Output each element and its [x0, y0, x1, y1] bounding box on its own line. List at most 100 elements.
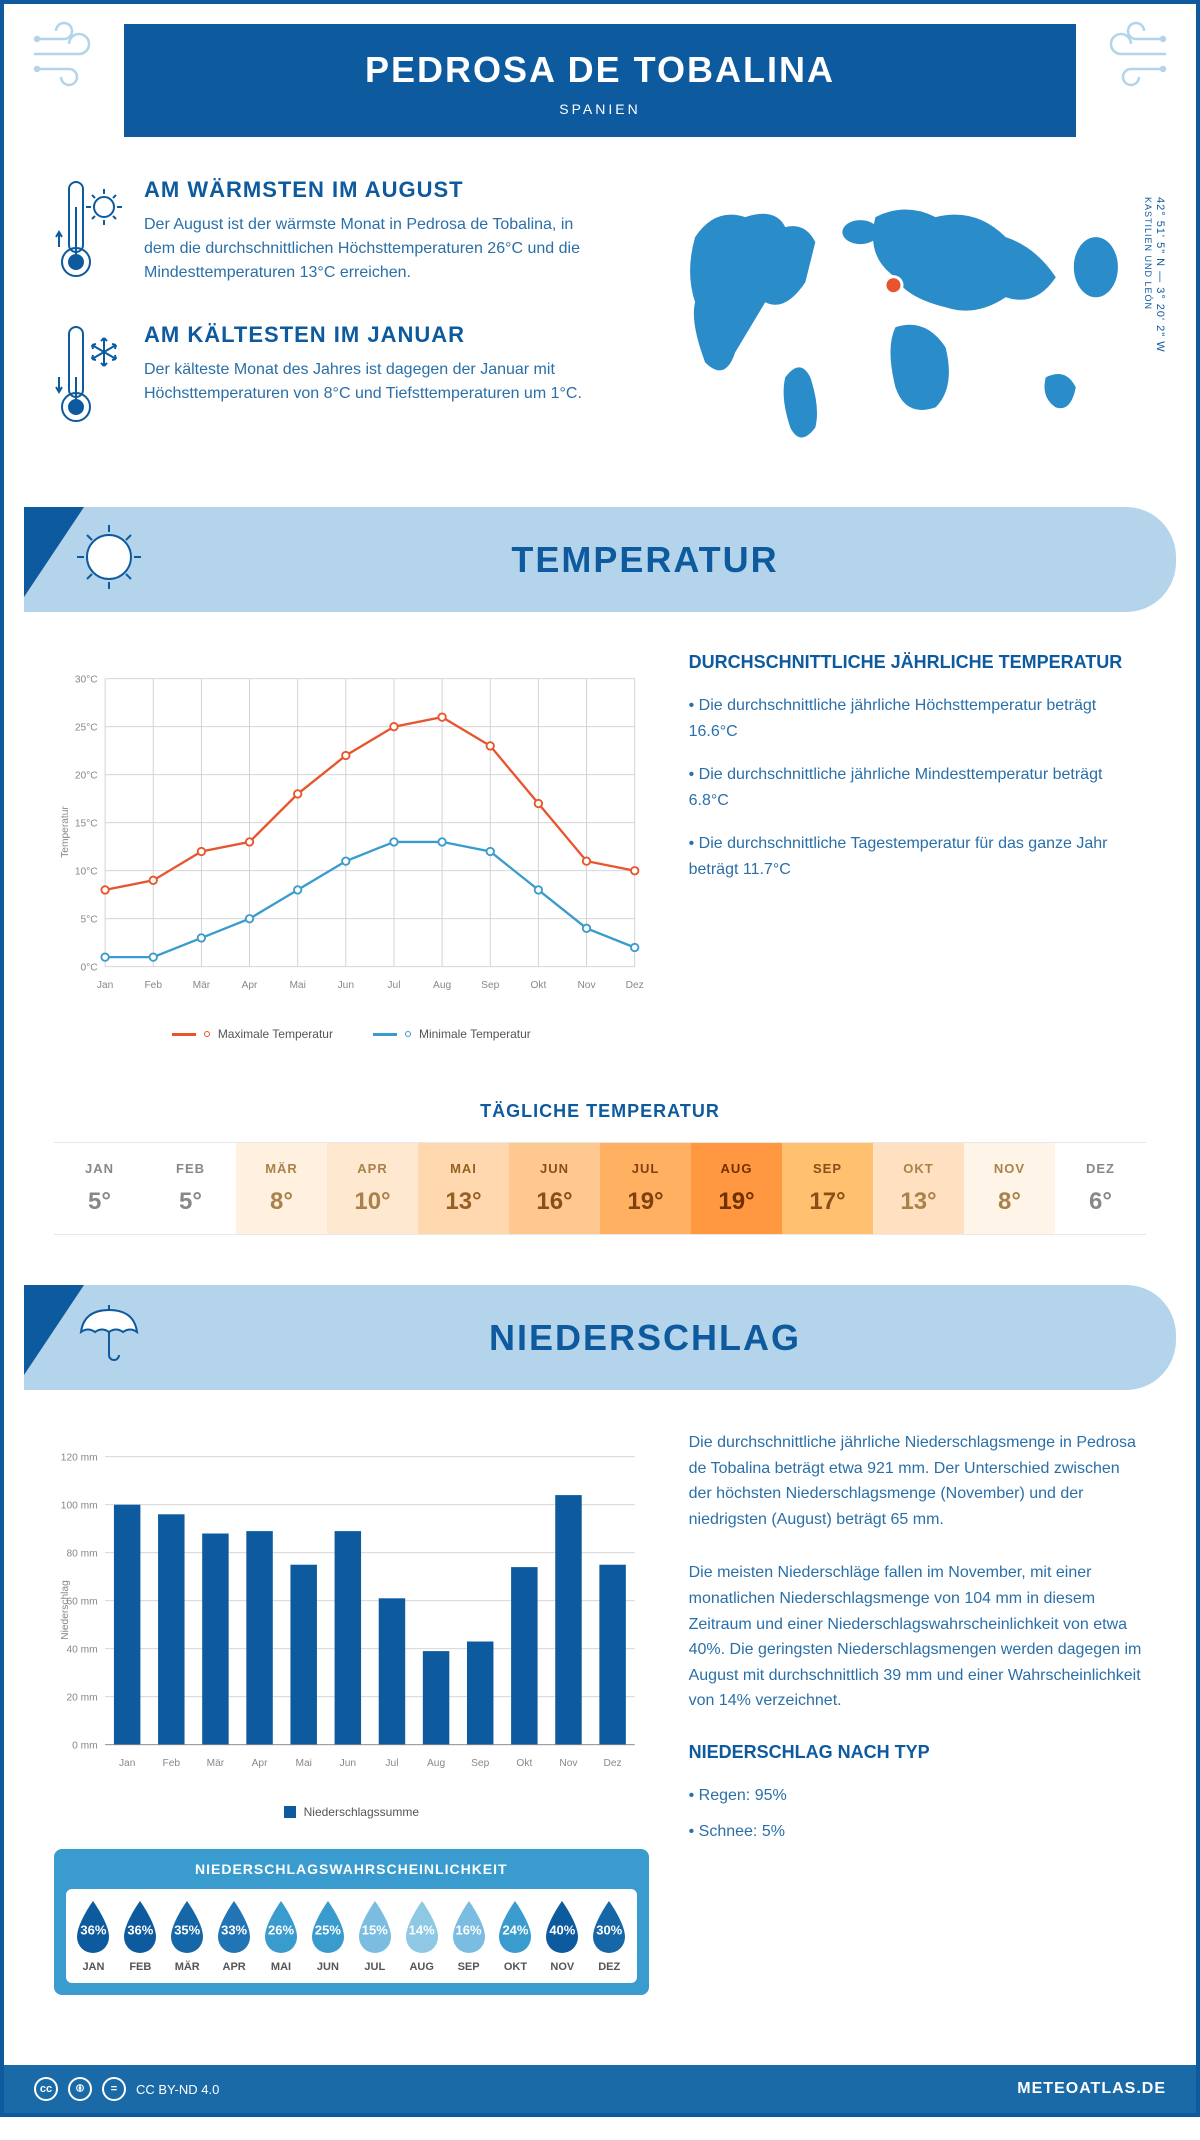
daily-temp-table: JAN5°FEB5°MÄR8°APR10°MAI13°JUN16°JUL19°A… [54, 1142, 1146, 1235]
precip-prob-drop: 25%JUN [305, 1899, 350, 1973]
daily-temp-cell: JUL19° [600, 1143, 691, 1234]
svg-text:20°C: 20°C [75, 770, 98, 781]
svg-text:Nov: Nov [577, 980, 596, 991]
daily-temp-cell: JUN16° [509, 1143, 600, 1234]
precip-type-title: NIEDERSCHLAG NACH TYP [689, 1742, 1146, 1763]
umbrella-icon [74, 1300, 144, 1375]
infographic-container: PEDROSA DE TOBALINA SPANIEN AM WÄRMSTEN … [0, 0, 1200, 2117]
precip-prob-drop: 35%MÄR [165, 1899, 210, 1973]
svg-text:0°C: 0°C [81, 962, 98, 973]
svg-text:Okt: Okt [516, 1758, 532, 1769]
svg-text:Mär: Mär [207, 1758, 225, 1769]
svg-text:120 mm: 120 mm [61, 1452, 98, 1463]
precip-prob-drop: 15%JUL [352, 1899, 397, 1973]
warmest-title: AM WÄRMSTEN IM AUGUST [144, 177, 605, 203]
avg-temp-item: Die durchschnittliche jährliche Höchstte… [689, 693, 1146, 744]
daily-temp-cell: JAN5° [54, 1143, 145, 1234]
precip-type-list: Regen: 95%Schnee: 5% [689, 1783, 1146, 1844]
svg-text:0 mm: 0 mm [72, 1740, 98, 1751]
precip-chart-legend: Niederschlagssumme [54, 1805, 649, 1819]
daily-temp-title: TÄGLICHE TEMPERATUR [24, 1101, 1176, 1122]
svg-text:Niederschlag: Niederschlag [60, 1580, 71, 1640]
coordinates: 42° 51' 5" N — 3° 20' 2" WKASTILIEN UND … [1142, 197, 1166, 353]
avg-temp-item: Die durchschnittliche Tagestemperatur fü… [689, 831, 1146, 882]
coldest-block: AM KÄLTESTEN IM JANUAR Der kälteste Mona… [54, 322, 605, 437]
warmest-text: Der August ist der wärmste Monat in Pedr… [144, 213, 605, 285]
warmest-block: AM WÄRMSTEN IM AUGUST Der August ist der… [54, 177, 605, 292]
svg-text:Aug: Aug [427, 1758, 445, 1769]
daily-temp-cell: MAI13° [418, 1143, 509, 1234]
page-title: PEDROSA DE TOBALINA [144, 49, 1056, 91]
avg-temp-list: Die durchschnittliche jährliche Höchstte… [689, 693, 1146, 883]
svg-text:10°C: 10°C [75, 866, 98, 877]
precipitation-section-header: NIEDERSCHLAG [24, 1285, 1176, 1390]
daily-temp-cell: APR10° [327, 1143, 418, 1234]
svg-text:Apr: Apr [242, 980, 258, 991]
svg-text:Sep: Sep [471, 1758, 489, 1769]
coldest-text: Der kälteste Monat des Jahres ist dagege… [144, 358, 605, 406]
svg-text:Jul: Jul [385, 1758, 398, 1769]
svg-text:60 mm: 60 mm [66, 1596, 97, 1607]
daily-temp-cell: AUG19° [691, 1143, 782, 1234]
world-map [645, 177, 1146, 458]
thermometer-hot-icon [54, 177, 124, 292]
precip-prob-row: 36%JAN36%FEB35%MÄR33%APR26%MAI25%JUN15%J… [66, 1889, 637, 1983]
svg-text:80 mm: 80 mm [66, 1548, 97, 1559]
svg-text:40 mm: 40 mm [66, 1644, 97, 1655]
sun-icon [74, 522, 144, 597]
svg-text:Jul: Jul [387, 980, 400, 991]
intro-section: AM WÄRMSTEN IM AUGUST Der August ist der… [24, 177, 1176, 507]
svg-text:Apr: Apr [252, 1758, 268, 1769]
svg-text:Aug: Aug [433, 980, 451, 991]
svg-text:Feb: Feb [162, 1758, 180, 1769]
temp-chart-legend: Maximale Temperatur Minimale Temperatur [54, 1027, 649, 1041]
nd-icon: = [102, 2077, 126, 2101]
daily-temp-cell: FEB5° [145, 1143, 236, 1234]
precip-prob-drop: 14%AUG [399, 1899, 444, 1973]
svg-text:100 mm: 100 mm [61, 1500, 98, 1511]
svg-text:Jan: Jan [119, 1758, 136, 1769]
svg-text:Dez: Dez [626, 980, 644, 991]
footer: cc 🅯 = CC BY-ND 4.0 METEOATLAS.DE [4, 2065, 1196, 2113]
precip-prob-drop: 24%OKT [493, 1899, 538, 1973]
daily-temp-cell: NOV8° [964, 1143, 1055, 1234]
precip-prob-drop: 26%MAI [259, 1899, 304, 1973]
svg-text:Jan: Jan [97, 980, 114, 991]
svg-text:20 mm: 20 mm [66, 1692, 97, 1703]
svg-text:25°C: 25°C [75, 722, 98, 733]
wind-icon-right [1086, 19, 1171, 94]
precip-prob-drop: 36%FEB [118, 1899, 163, 1973]
svg-text:30°C: 30°C [75, 674, 98, 685]
precip-type-item: Schnee: 5% [689, 1819, 1146, 1845]
precip-text-1: Die durchschnittliche jährliche Niedersc… [689, 1430, 1146, 1532]
country-label: SPANIEN [144, 101, 1056, 117]
svg-text:Okt: Okt [530, 980, 546, 991]
precipitation-title: NIEDERSCHLAG [144, 1317, 1146, 1359]
svg-text:Jun: Jun [340, 1758, 357, 1769]
svg-text:Jun: Jun [338, 980, 355, 991]
cc-icon: cc [34, 2077, 58, 2101]
avg-temp-item: Die durchschnittliche jährliche Mindestt… [689, 762, 1146, 813]
coldest-title: AM KÄLTESTEN IM JANUAR [144, 322, 605, 348]
avg-temp-title: DURCHSCHNITTLICHE JÄHRLICHE TEMPERATUR [689, 652, 1146, 673]
svg-text:Nov: Nov [559, 1758, 578, 1769]
precip-prob-drop: 33%APR [212, 1899, 257, 1973]
svg-text:Mär: Mär [193, 980, 211, 991]
wind-icon-left [29, 19, 114, 94]
header-banner: PEDROSA DE TOBALINA SPANIEN [124, 24, 1076, 137]
temperature-title: TEMPERATUR [144, 539, 1146, 581]
precip-probability-box: NIEDERSCHLAGSWAHRSCHEINLICHKEIT 36%JAN36… [54, 1849, 649, 1995]
by-icon: 🅯 [68, 2077, 92, 2101]
svg-text:15°C: 15°C [75, 818, 98, 829]
precip-prob-drop: 40%NOV [540, 1899, 585, 1973]
precip-prob-drop: 36%JAN [71, 1899, 116, 1973]
precip-prob-title: NIEDERSCHLAGSWAHRSCHEINLICHKEIT [66, 1861, 637, 1877]
daily-temp-cell: OKT13° [873, 1143, 964, 1234]
thermometer-cold-icon [54, 322, 124, 437]
daily-temp-cell: SEP17° [782, 1143, 873, 1234]
svg-text:Temperatur: Temperatur [60, 806, 71, 858]
site-name: METEOATLAS.DE [1017, 2080, 1166, 2098]
svg-text:Mai: Mai [289, 980, 305, 991]
svg-text:Dez: Dez [604, 1758, 622, 1769]
precip-prob-drop: 16%SEP [446, 1899, 491, 1973]
